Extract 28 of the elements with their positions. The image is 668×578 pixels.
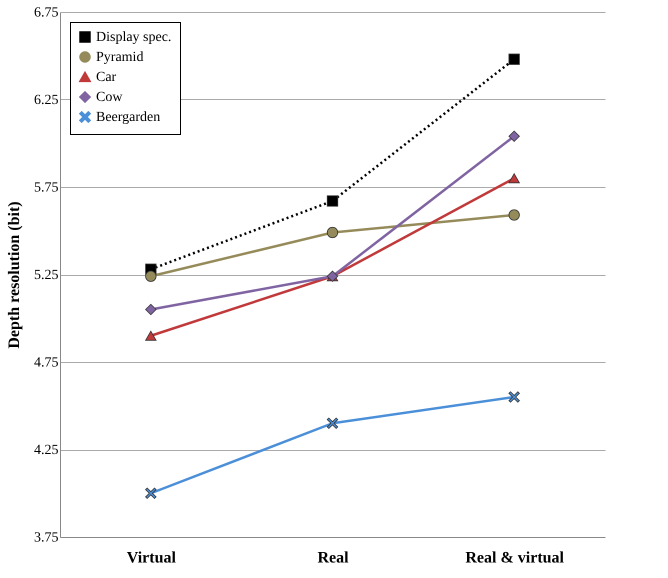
y-tick-label: 6.75 (34, 6, 58, 20)
legend-label: Beergarden (96, 110, 160, 125)
point (145, 330, 156, 341)
point (326, 195, 338, 207)
y-tick-label: 6.25 (34, 93, 58, 108)
y-tick-label: 4.75 (34, 356, 58, 370)
x-tick-label: Real (317, 550, 350, 566)
legend-label: Cow (96, 90, 124, 105)
point (326, 226, 338, 238)
legend-label: Pyramid (96, 50, 144, 65)
y-tick-label: 4.25 (34, 443, 58, 458)
y-axis-title: Depth resolution (bit) (6, 201, 23, 349)
legend-label: Car (96, 70, 117, 85)
point (326, 418, 338, 429)
point (508, 209, 520, 221)
y-tick-label: 5.75 (34, 180, 58, 196)
point (508, 54, 520, 65)
point (145, 304, 156, 316)
legend-label: Display spec. (96, 30, 172, 45)
x-tick-label: Virtual (126, 550, 176, 566)
point (508, 391, 520, 403)
y-tick-label: 3.75 (34, 530, 58, 546)
point (145, 488, 156, 499)
point (508, 173, 520, 184)
point (145, 270, 156, 282)
point (508, 130, 520, 142)
y-tick-label: 5.25 (34, 268, 58, 283)
x-tick-label: Real & virtual (465, 550, 565, 566)
